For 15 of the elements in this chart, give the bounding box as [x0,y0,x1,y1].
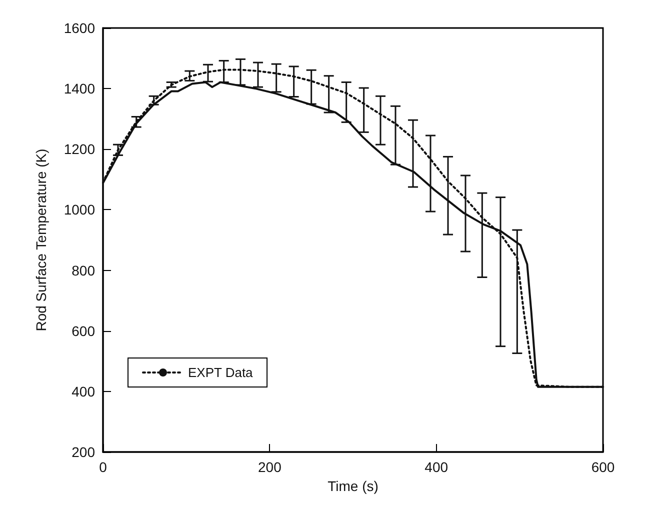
y-tick-label: 200 [72,444,96,460]
x-tick-label: 400 [424,459,448,475]
y-axis-title: Rod Surface Temperature (K) [33,148,49,332]
y-tick-label: 1200 [64,141,96,158]
x-tick-label: 200 [258,459,282,475]
x-axis-title: Time (s) [328,478,378,494]
x-tick-label: 600 [591,459,615,475]
y-tick-label: 600 [72,322,96,339]
y-tick-label: 1600 [64,20,96,36]
y-tick-label: 400 [72,383,96,400]
y-tick-label: 1400 [64,80,96,97]
y-tick-label: 1000 [64,202,96,218]
legend-label: EXPT Data [188,365,254,380]
x-tick-label: 0 [99,459,108,475]
y-tick-label: 800 [72,262,96,278]
